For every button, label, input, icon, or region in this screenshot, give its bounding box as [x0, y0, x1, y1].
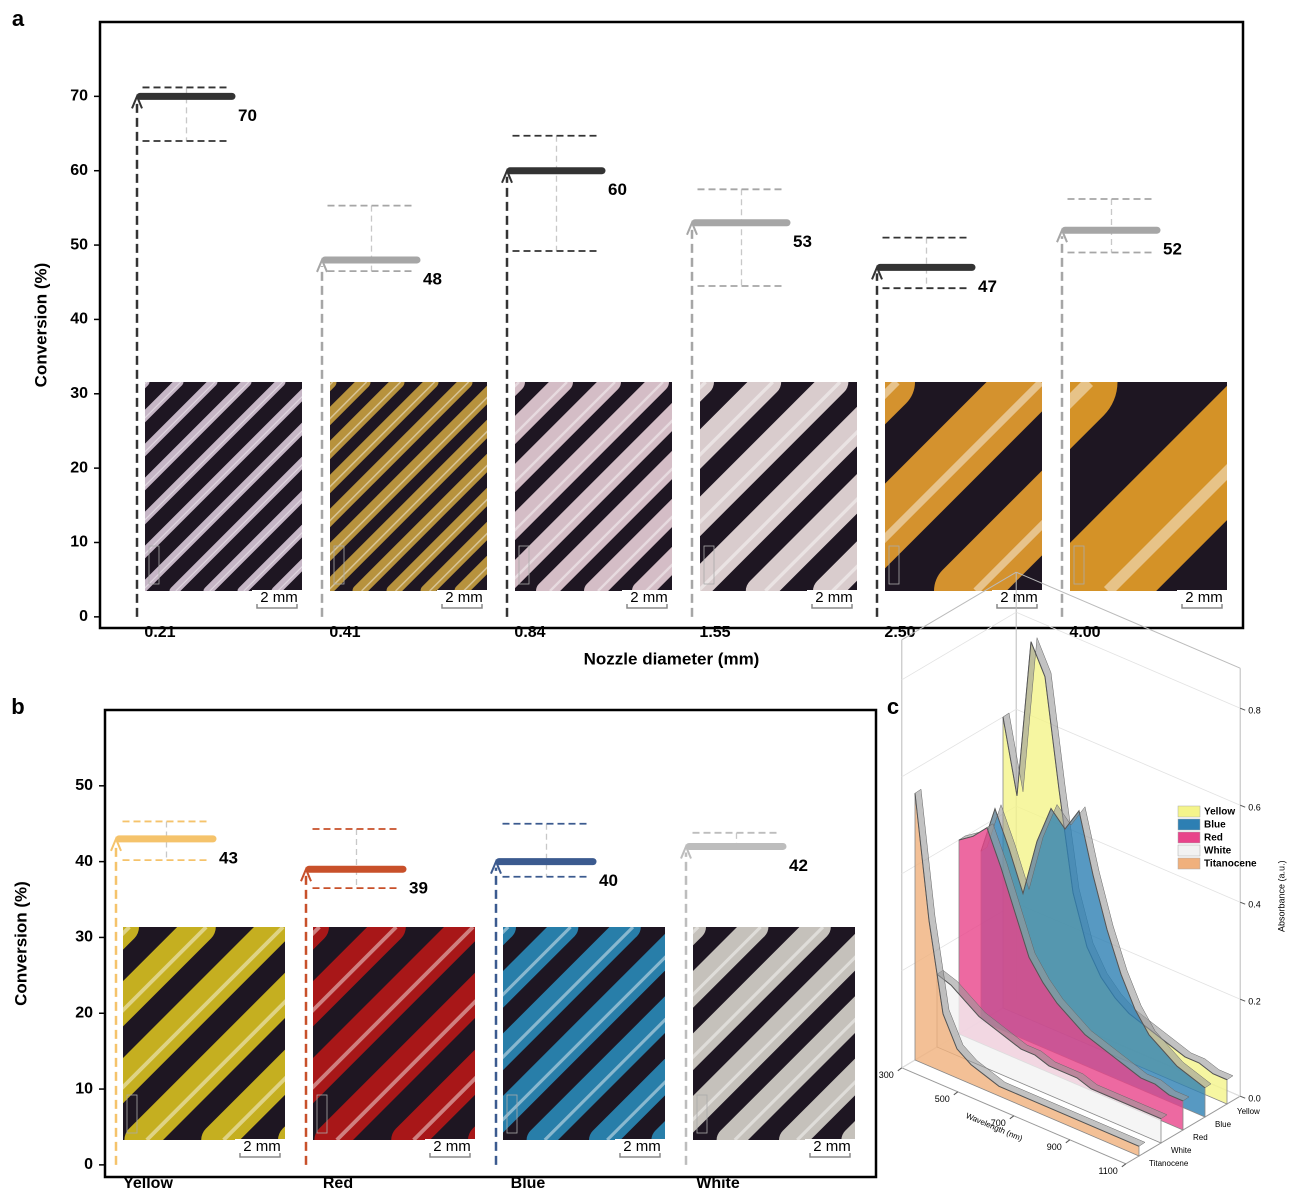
- x-tick: [1122, 1164, 1126, 1167]
- y-tick: [1240, 902, 1245, 904]
- scale-bar-label: 2 mm: [260, 589, 298, 606]
- y-tick-label: 10: [70, 534, 88, 551]
- x-tick-label: 300: [879, 1070, 894, 1080]
- value-label: 53: [793, 232, 812, 251]
- legend-swatch: [1178, 845, 1200, 856]
- panel-label: a: [12, 6, 25, 31]
- x-tick-label: 900: [1047, 1142, 1062, 1152]
- legend-label: Titanocene: [1204, 859, 1257, 870]
- y-tick-label: 0.2: [1248, 997, 1261, 1007]
- x-axis-title: Nozzle diameter (mm): [584, 649, 760, 668]
- series-axis-label: Red: [1193, 1133, 1208, 1142]
- y-tick-label: 60: [70, 162, 88, 179]
- figure: a 0 10 20 30 40 50 60 70 Conversion (%) Nozzle dia…: [0, 0, 1301, 1192]
- y-tick-label: 0: [79, 608, 88, 625]
- scale-bar-label: 2 mm: [1185, 589, 1223, 606]
- y-tick-label: 0.0: [1248, 1094, 1261, 1104]
- series-axis-label: Blue: [1215, 1120, 1232, 1129]
- series-axis-label: Yellow: [1237, 1107, 1260, 1116]
- y-tick-label: 50: [75, 777, 93, 794]
- value-label: 43: [219, 848, 238, 867]
- y-tick-label: 30: [75, 929, 93, 946]
- y-axis-title: Conversion (%): [11, 881, 30, 1006]
- x-tick: [1010, 1116, 1014, 1119]
- x-tick-label: 500: [935, 1094, 950, 1104]
- value-label: 52: [1163, 240, 1182, 259]
- value-label: 42: [789, 856, 808, 875]
- y-tick-label: 0.6: [1248, 803, 1261, 813]
- y-tick-label: 40: [70, 311, 88, 328]
- y-tick-label: 10: [75, 1080, 93, 1097]
- y-axis-title: Conversion (%): [31, 263, 50, 388]
- legend-label: Yellow: [1204, 807, 1235, 818]
- y-tick: [1240, 1096, 1245, 1098]
- scale-bar-label: 2 mm: [445, 589, 483, 606]
- grid-line: [902, 709, 1016, 777]
- scale-bar-label: 2 mm: [433, 1138, 471, 1155]
- legend-label: Red: [1204, 833, 1223, 844]
- scale-bar-label: 2 mm: [243, 1138, 281, 1155]
- scale-bar-label: 2 mm: [813, 1138, 851, 1155]
- filament-highlight: [0, 382, 147, 591]
- panel-label: c: [887, 694, 899, 719]
- legend-swatch: [1178, 819, 1200, 830]
- value-label: 60: [608, 180, 627, 199]
- scale-bar-label: 2 mm: [815, 589, 853, 606]
- y-tick-label: 20: [75, 1004, 93, 1021]
- legend-swatch: [1178, 832, 1200, 843]
- y-tick-label: 30: [70, 385, 88, 402]
- x-tick-label: 1100: [1098, 1166, 1117, 1176]
- scale-bar-label: 2 mm: [623, 1138, 661, 1155]
- y-axis-title: Absorbance (a.u.): [1277, 860, 1287, 932]
- y-tick-label: 70: [70, 88, 88, 105]
- y-tick-label: 0.8: [1248, 706, 1261, 716]
- y-tick-label: 50: [70, 236, 88, 253]
- scale-bar-label: 2 mm: [630, 589, 668, 606]
- legend-label: Blue: [1204, 820, 1226, 831]
- value-label: 48: [423, 269, 442, 288]
- panel-label: b: [11, 694, 24, 719]
- legend-swatch: [1178, 806, 1200, 817]
- y-tick: [1240, 708, 1245, 710]
- y-tick-label: 40: [75, 853, 93, 870]
- legend-label: White: [1204, 846, 1232, 857]
- value-label: 39: [409, 879, 428, 898]
- x-tick: [954, 1092, 958, 1095]
- value-label: 70: [238, 106, 257, 125]
- scale-bar-label: 2 mm: [1000, 589, 1038, 606]
- legend-swatch: [1178, 858, 1200, 869]
- value-label: 40: [599, 871, 618, 890]
- filament: [0, 382, 145, 591]
- y-tick: [1240, 805, 1245, 807]
- x-tick: [1066, 1140, 1070, 1143]
- y-tick-label: 0: [84, 1156, 93, 1173]
- y-tick: [1240, 999, 1245, 1001]
- grid-line: [902, 612, 1016, 680]
- value-label: 47: [978, 277, 997, 296]
- y-tick-label: 20: [70, 459, 88, 476]
- series-axis-label: Titanocene: [1149, 1159, 1189, 1168]
- series-axis-label: White: [1171, 1146, 1192, 1155]
- x-tick: [898, 1068, 902, 1071]
- y-tick-label: 0.4: [1248, 900, 1261, 910]
